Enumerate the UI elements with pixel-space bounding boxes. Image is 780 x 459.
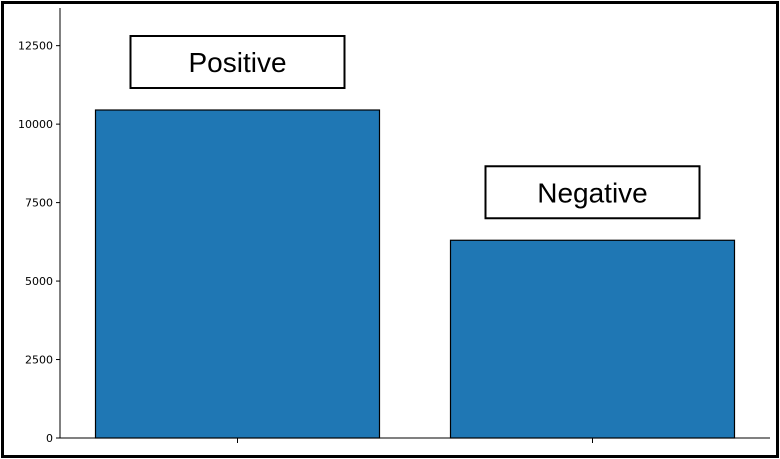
bar-positive [94,109,381,439]
data-label-negative: Negative [537,177,648,208]
data-label-positive: Positive [188,47,286,78]
y-tick-label: 10000 [18,118,53,131]
y-tick-label: 12500 [18,40,53,53]
y-tick-label: 7500 [25,197,53,210]
y-tick-label: 2500 [25,354,53,367]
bars-layer [94,109,736,439]
data-label-box [484,165,701,220]
data-labels-layer: Positive Negative [129,35,701,220]
y-tick-label: 0 [46,432,53,445]
data-label-box [129,35,346,90]
y-tick-label: 5000 [25,275,53,288]
y-axis: 0 2500 5000 7500 10000 12500 [18,8,61,445]
x-axis [60,437,770,443]
bar-negative [449,239,736,439]
